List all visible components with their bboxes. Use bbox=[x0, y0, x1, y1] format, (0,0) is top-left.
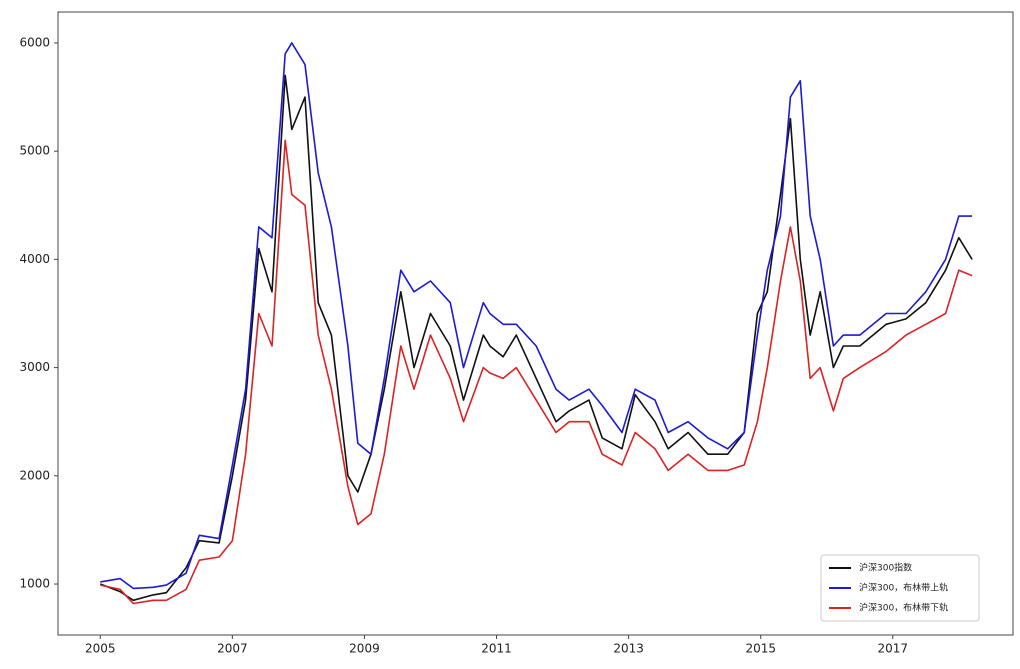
legend-box bbox=[820, 554, 980, 622]
x-tick-label: 2013 bbox=[613, 642, 644, 656]
plot-frame bbox=[57, 11, 1014, 636]
legend-label: 沪深300指数 bbox=[859, 562, 912, 574]
y-tick-label: 5000 bbox=[19, 144, 50, 158]
line-series bbox=[100, 74, 973, 602]
y-tick-label: 4000 bbox=[19, 252, 50, 266]
legend-label: 沪深300，布林带上轨 bbox=[859, 582, 948, 594]
y-tick-label: 2000 bbox=[19, 468, 50, 482]
x-tick-label: 2015 bbox=[745, 642, 776, 656]
x-tick-label: 2017 bbox=[878, 642, 909, 656]
y-tick-label: 3000 bbox=[19, 360, 50, 374]
y-tick-label: 1000 bbox=[19, 577, 50, 591]
x-tick-label: 2007 bbox=[217, 642, 248, 656]
y-tick-label: 6000 bbox=[19, 35, 50, 49]
legend-label: 沪深300，布林带下轨 bbox=[859, 602, 948, 614]
line-series bbox=[100, 42, 973, 590]
line-series bbox=[100, 139, 973, 605]
x-tick-label: 2011 bbox=[481, 642, 512, 656]
x-tick-label: 2009 bbox=[349, 642, 380, 656]
x-tick-label: 2005 bbox=[85, 642, 116, 656]
